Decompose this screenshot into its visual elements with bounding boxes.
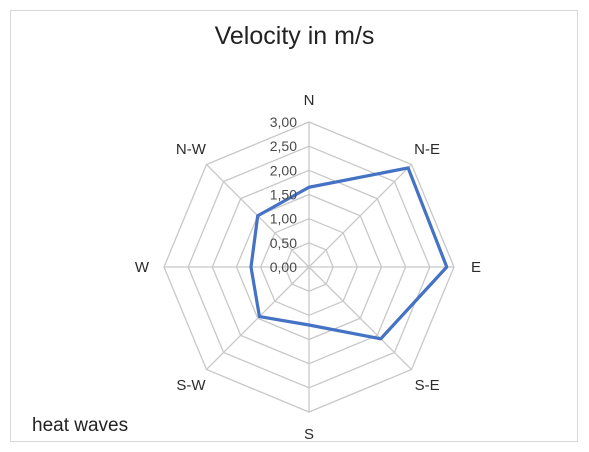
chart-annotation: heat waves [32, 415, 129, 436]
chart-title: Velocity in m/s [214, 22, 375, 50]
radial-tick-label: 2,00 [270, 162, 297, 178]
radar-spoke [206, 266, 310, 370]
radial-tick-label: 3,00 [270, 114, 297, 130]
category-label: E [471, 259, 481, 276]
category-label: W [135, 259, 150, 276]
radar-series-line [249, 166, 449, 341]
category-label: S [304, 426, 314, 443]
category-label: S-E [415, 377, 440, 394]
radial-tick-label: 1,50 [270, 187, 297, 203]
category-label: S-W [176, 377, 206, 394]
category-label: N [304, 92, 315, 109]
category-label: N-W [176, 141, 207, 158]
radar-spoke [308, 164, 412, 268]
radial-tick-label: 2,50 [270, 138, 297, 154]
chart-frame [10, 10, 578, 442]
radial-tick-label: 0,00 [270, 259, 297, 275]
radial-tick-label: 1,00 [270, 211, 297, 227]
category-label: N-E [414, 141, 440, 158]
radar-spoke [308, 266, 412, 370]
radial-tick-label: 0,50 [270, 235, 297, 251]
